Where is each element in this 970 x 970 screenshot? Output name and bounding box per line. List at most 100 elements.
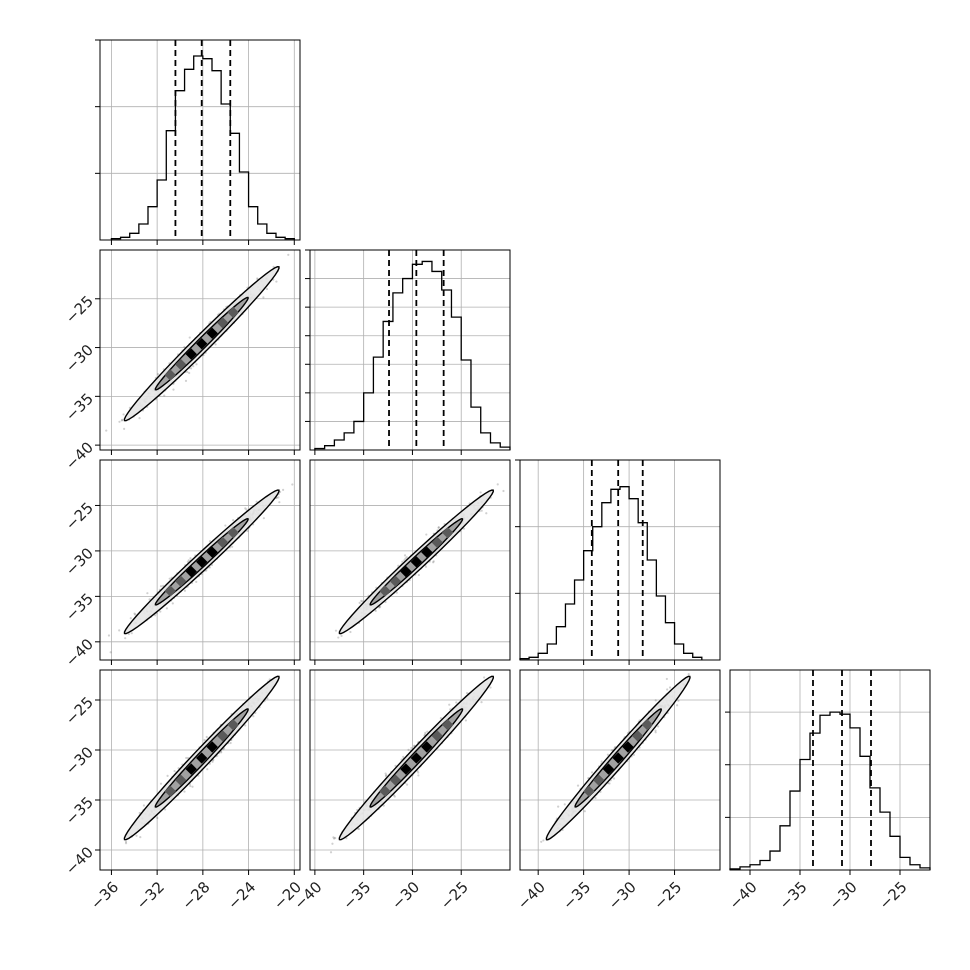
sample-point <box>256 277 259 280</box>
sample-point <box>357 827 361 831</box>
sample-point <box>139 836 142 839</box>
sample-point <box>164 808 167 811</box>
sample-point <box>159 782 163 785</box>
sample-point <box>485 512 488 515</box>
density-cell <box>227 719 239 731</box>
density-cell <box>410 556 422 568</box>
density-cell <box>185 565 197 578</box>
density-cell <box>164 585 176 597</box>
sample-point <box>203 738 206 742</box>
sample-point <box>166 774 169 777</box>
sample-point <box>171 602 174 605</box>
sample-point <box>407 748 410 751</box>
sample-point <box>183 790 186 793</box>
data-layer <box>105 40 931 870</box>
density-cell <box>441 526 454 539</box>
sample-point <box>287 253 290 256</box>
sample-point <box>448 703 451 706</box>
sample-point <box>123 427 126 430</box>
sample-point <box>148 598 151 601</box>
sample-point <box>142 804 146 807</box>
histogram-1 <box>110 55 295 240</box>
density-cell <box>185 763 197 775</box>
sample-point <box>156 816 159 820</box>
sample-point <box>189 557 192 560</box>
density-cell <box>379 585 391 597</box>
sample-point <box>333 837 336 840</box>
sample-point <box>432 560 435 563</box>
sample-point <box>291 483 294 486</box>
sample-point <box>479 491 482 494</box>
sample-point <box>121 418 124 421</box>
density-cell <box>227 306 239 319</box>
sample-point <box>224 524 227 527</box>
sample-point <box>192 365 195 368</box>
density-cell <box>164 785 176 797</box>
sample-point <box>424 565 428 568</box>
density-cell <box>227 526 239 539</box>
sample-point <box>245 508 248 511</box>
sample-point <box>195 580 198 583</box>
sample-point <box>214 343 217 346</box>
sample-point <box>186 370 189 374</box>
sample-point <box>187 559 190 562</box>
sample-point <box>384 772 387 775</box>
sample-point <box>146 592 149 595</box>
sample-point <box>134 613 137 616</box>
density-cell <box>206 741 218 753</box>
sample-point <box>462 527 466 530</box>
sample-point <box>374 609 377 612</box>
sample-point <box>275 280 278 283</box>
sample-point <box>173 769 176 773</box>
sample-point <box>124 637 127 640</box>
density-cell <box>175 358 187 371</box>
density-cell <box>175 575 187 587</box>
density-cell <box>185 348 197 360</box>
scatter-panel-2-1 <box>105 253 290 432</box>
sample-point <box>229 741 232 745</box>
sample-point <box>188 336 191 339</box>
sample-point <box>480 509 483 512</box>
sample-point <box>496 483 499 486</box>
density-cell <box>217 730 229 742</box>
sample-point <box>483 676 486 679</box>
sample-point <box>189 784 192 788</box>
sample-point <box>105 429 108 432</box>
sample-point <box>393 795 396 798</box>
sample-point <box>159 610 162 613</box>
scatter-panel-4-1 <box>123 675 280 845</box>
sample-point <box>205 735 208 739</box>
density-cell <box>196 338 208 350</box>
sample-point <box>165 607 168 610</box>
sample-point <box>206 768 209 771</box>
sample-point <box>124 842 128 845</box>
sample-point <box>246 529 249 533</box>
sample-point <box>424 731 427 734</box>
sample-point <box>361 600 364 603</box>
histogram-4 <box>729 711 931 870</box>
sample-point <box>130 632 133 635</box>
sample-point <box>118 629 121 632</box>
sample-point <box>282 488 285 491</box>
sample-point <box>423 733 427 736</box>
sample-point <box>465 691 469 695</box>
sample-point <box>124 840 128 843</box>
sample-point <box>437 526 440 529</box>
sample-point <box>464 719 467 722</box>
sample-point <box>129 617 132 620</box>
sample-point <box>334 836 337 840</box>
sample-point <box>265 287 269 291</box>
sample-point <box>417 573 420 577</box>
sample-point <box>360 599 363 602</box>
sample-point <box>186 756 190 760</box>
sample-point <box>109 651 112 654</box>
sample-point <box>188 371 191 375</box>
sample-point <box>425 533 428 536</box>
sample-point <box>403 554 407 557</box>
sample-point <box>349 630 352 634</box>
sample-point <box>378 606 381 609</box>
sample-point <box>156 373 160 376</box>
sample-point <box>185 756 188 760</box>
sample-point <box>401 560 404 563</box>
